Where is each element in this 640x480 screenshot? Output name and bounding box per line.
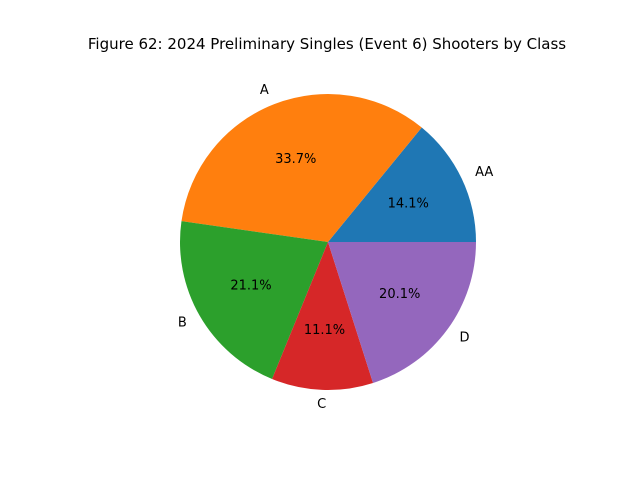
pie-slices [180, 93, 476, 391]
percent-label-d: 20.1% [379, 287, 420, 302]
pie-slice-a [181, 93, 422, 242]
chart-title: Figure 62: 2024 Preliminary Singles (Eve… [88, 35, 566, 53]
slice-label-d: D [459, 331, 469, 346]
slice-label-a: A [260, 83, 269, 98]
slice-label-aa: AA [475, 165, 493, 180]
percent-label-c: 11.1% [304, 323, 345, 338]
pie-slice-aa [328, 127, 476, 242]
percent-label-b: 21.1% [230, 279, 271, 294]
pie-slice-d [328, 242, 476, 383]
percent-label-a: 33.7% [275, 152, 316, 167]
pie-slice-c [272, 242, 374, 391]
slice-label-b: B [178, 316, 187, 331]
slice-label-c: C [317, 397, 326, 412]
percent-label-aa: 14.1% [388, 196, 429, 211]
pie-slice-b [180, 221, 328, 380]
pie-labels: AA 14.1% A 33.7% B 21.1% C 11.1% D 20.1% [178, 83, 493, 412]
